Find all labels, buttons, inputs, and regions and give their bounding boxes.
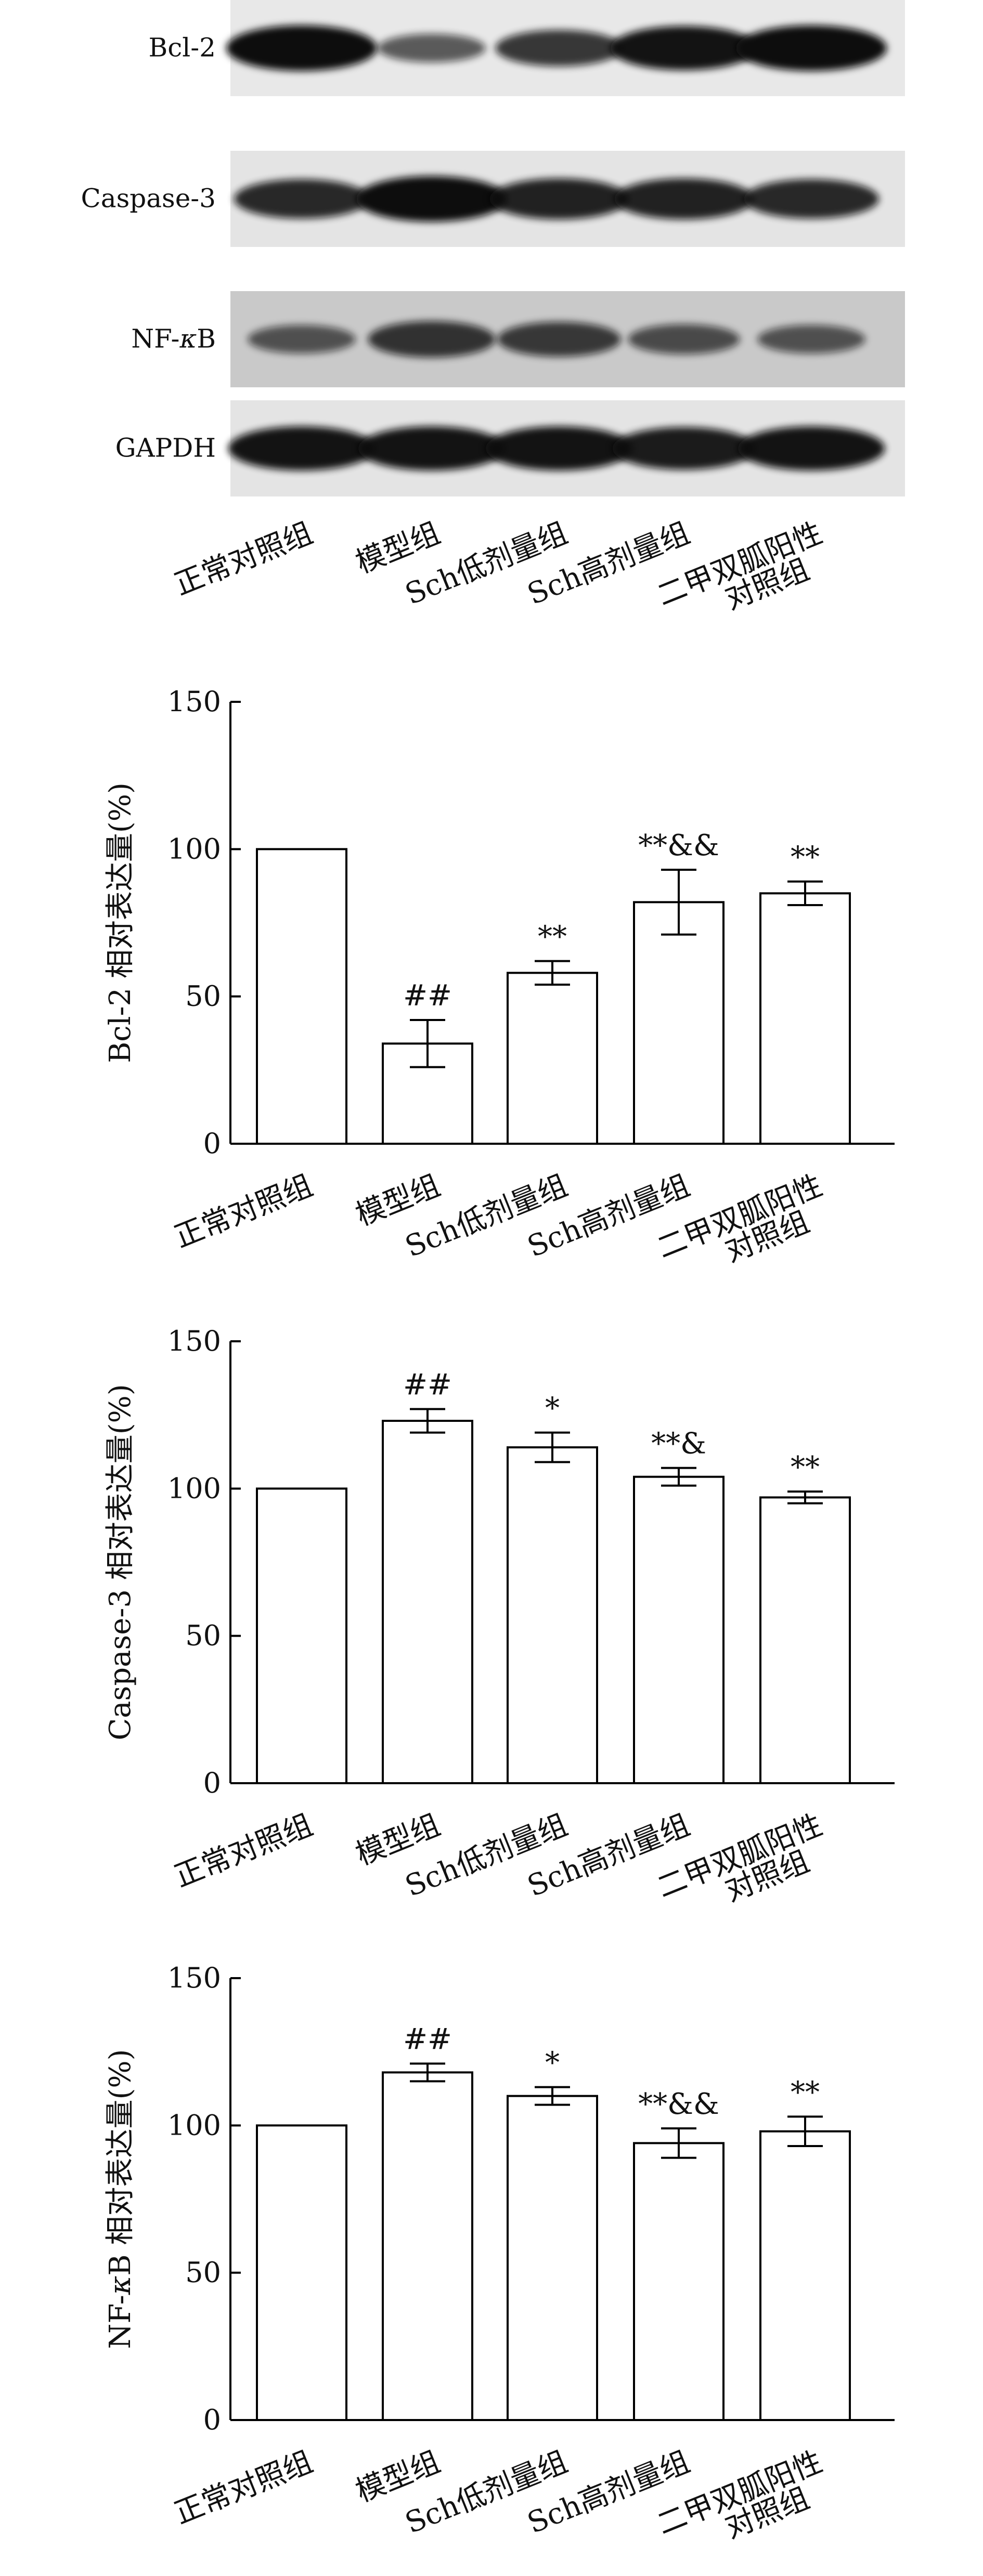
blot-band-2-lane-2	[356, 176, 507, 222]
y-tick-label: 100	[167, 1472, 221, 1505]
error-bar-2	[410, 1408, 445, 1434]
bar-1	[256, 848, 347, 1145]
blot-band-2-lane-5	[744, 179, 879, 219]
blot-strip-1: Bcl-2	[149, 0, 905, 96]
blot-band-1-lane-3	[495, 30, 623, 67]
y-axis-label: Caspase-3 相对表达量(%)	[104, 1384, 137, 1740]
blot-band-3-lane-5	[757, 325, 865, 354]
y-tick-label: 150	[167, 1962, 221, 1994]
y-tick-label: 0	[203, 2403, 221, 2436]
y-tick-label: 50	[185, 1619, 221, 1652]
y-tick-label: 50	[185, 2256, 221, 2289]
blot-band-4-lane-4	[612, 427, 756, 470]
error-bar-5	[787, 880, 823, 906]
blot-band-2-lane-4	[614, 178, 754, 219]
blot-band-4-lane-2	[358, 426, 506, 470]
blot-protein-label: GAPDH	[115, 433, 216, 463]
bar-1	[256, 1487, 347, 1784]
bar-5	[759, 2130, 851, 2421]
y-tick-label: 0	[203, 1767, 221, 1799]
significance-label-4: **&&	[638, 2087, 719, 2121]
error-bar-5	[787, 2115, 823, 2147]
bar-2	[382, 1042, 473, 1145]
bar-4	[633, 901, 725, 1145]
significance-label-5: **	[791, 1450, 820, 1484]
bar-5	[759, 892, 851, 1145]
significance-label-2: ##	[403, 979, 452, 1013]
bar-3	[507, 1446, 598, 1784]
blot-protein-label: Bcl-2	[149, 33, 216, 63]
blot-band-3-lane-2	[368, 321, 496, 358]
error-bar-4	[661, 869, 696, 936]
x-tick-label: 正常对照组	[170, 1808, 317, 1894]
blot-protein-label: Caspase-3	[81, 184, 216, 214]
error-bar-3	[535, 2086, 570, 2106]
significance-label-2: ##	[403, 1368, 452, 1402]
significance-label-3: **	[538, 920, 567, 954]
significance-label-5: **	[791, 841, 820, 874]
blot-band-1-lane-5	[736, 25, 887, 71]
blot-strip-4: GAPDH	[115, 400, 905, 496]
y-tick-label: 100	[167, 2109, 221, 2141]
error-bar-3	[535, 960, 570, 986]
significance-label-2: ##	[403, 2022, 452, 2056]
bar-3	[507, 972, 598, 1145]
bar-4	[633, 2142, 725, 2422]
significance-label-5: **	[791, 2075, 820, 2109]
bar-4	[633, 1475, 725, 1785]
y-tick-label: 0	[203, 1127, 221, 1160]
y-tick-label: 150	[167, 1325, 221, 1357]
error-bar-4	[661, 2127, 696, 2159]
x-tick-label: 正常对照组	[170, 1169, 317, 1254]
error-bar-4	[661, 1467, 696, 1487]
blot-band-4-lane-5	[738, 426, 885, 470]
significance-label-4: **&&	[638, 829, 719, 862]
blot-band-4-lane-3	[485, 426, 633, 470]
bar-5	[759, 1496, 851, 1784]
blot-band-2-lane-3	[489, 178, 629, 219]
blot-band-3-lane-3	[497, 322, 621, 357]
error-bar-5	[787, 1490, 823, 1505]
blot-band-2-lane-1	[234, 179, 369, 219]
blot-band-1-lane-4	[610, 26, 758, 70]
error-bar-3	[535, 1431, 570, 1463]
blot-band-4-lane-1	[228, 426, 376, 470]
y-tick-label: 100	[167, 832, 221, 865]
error-bar-2	[410, 2062, 445, 2083]
blot-band-3-lane-4	[628, 324, 740, 355]
blot-band-1-lane-1	[226, 25, 377, 71]
y-axis-label: NF-κB 相对表达量(%)	[104, 2049, 137, 2349]
bar-2	[382, 1420, 473, 1784]
bar-1	[256, 2124, 347, 2421]
blot-strip-3: NF-κB	[131, 291, 905, 387]
x-tick-label: 正常对照组	[170, 2445, 317, 2531]
significance-label-3: *	[545, 2046, 560, 2080]
y-tick-label: 50	[185, 980, 221, 1013]
bar-3	[507, 2095, 598, 2422]
blot-lane-label: 正常对照组	[170, 516, 317, 602]
caspase3-bar-chart: 0 50 100 150 Caspase-3 相对表达量(%) ## * **& ** 正常对照组…	[104, 1325, 895, 1908]
y-axis-label: Bcl-2 相对表达量(%)	[104, 782, 137, 1063]
blot-band-1-lane-2	[378, 34, 486, 62]
blot-protein-label: NF-κB	[131, 324, 216, 354]
error-bar-2	[410, 1019, 445, 1068]
blot-strip-2: Caspase-3	[81, 151, 905, 247]
significance-label-3: *	[545, 1392, 560, 1426]
bar-2	[382, 2071, 473, 2421]
blot-band-3-lane-1	[248, 325, 356, 354]
y-tick-label: 150	[167, 685, 221, 718]
significance-label-4: **&	[651, 1427, 706, 1461]
